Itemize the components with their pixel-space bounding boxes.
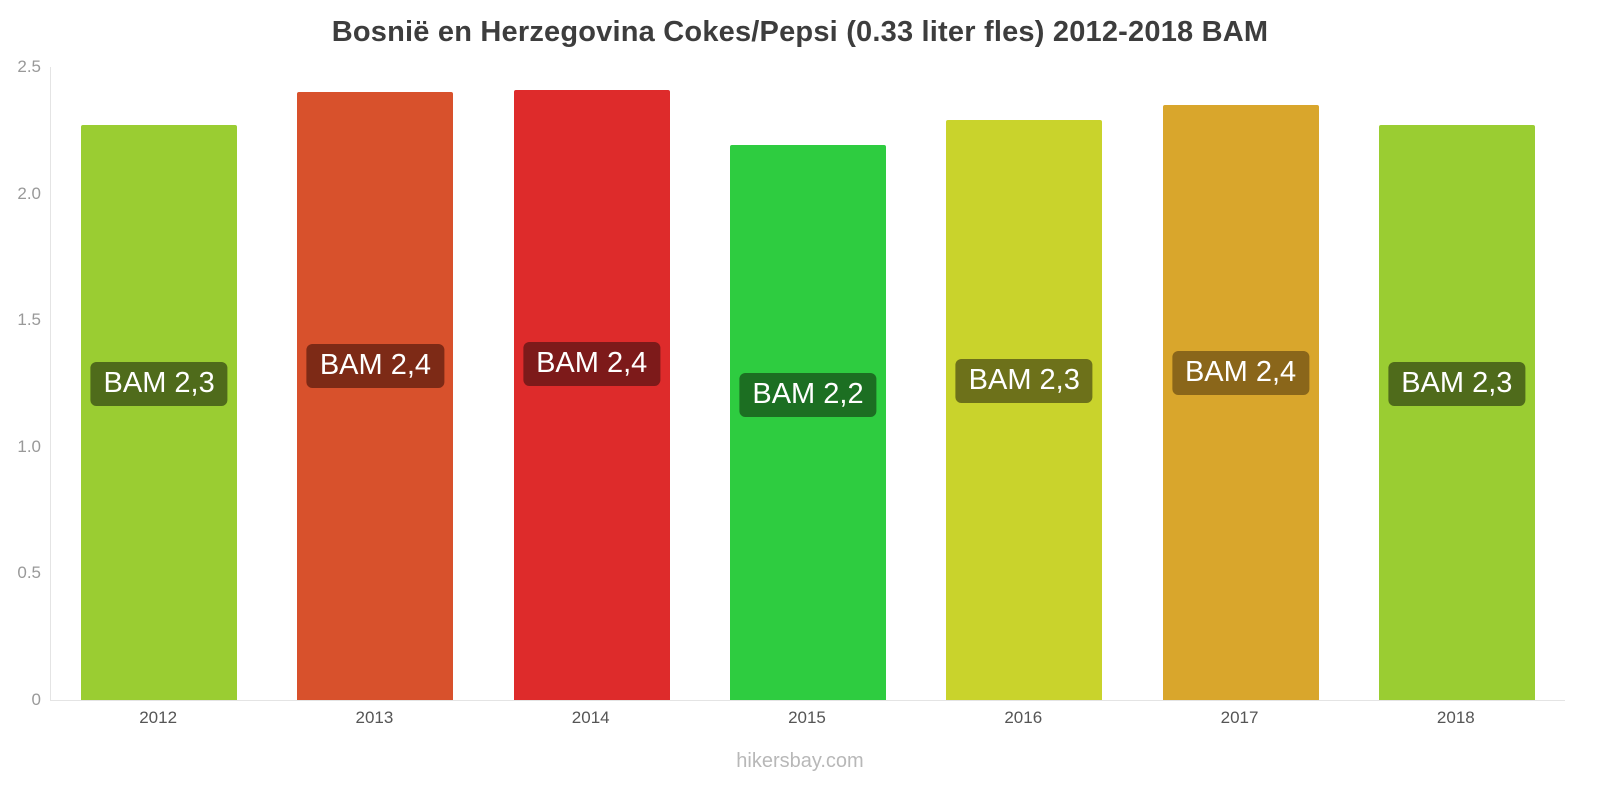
bar-2018: BAM 2,3 bbox=[1378, 125, 1535, 700]
bar-value-badge: BAM 2,4 bbox=[1171, 351, 1310, 395]
y-tick-label: 1.5 bbox=[17, 310, 41, 330]
bar-2012: BAM 2,3 bbox=[81, 125, 238, 700]
bar-slot: BAM 2,4 bbox=[1132, 67, 1348, 700]
x-tick-label-2018: 2018 bbox=[1436, 708, 1475, 727]
x-tick-label-2014: 2014 bbox=[571, 708, 610, 727]
y-tick-label: 0 bbox=[31, 690, 41, 709]
footer-watermark[interactable]: hikersbay.com bbox=[736, 750, 864, 772]
bar-value-badge: BAM 2,2 bbox=[739, 373, 877, 417]
y-tick-label: 1.0 bbox=[17, 436, 41, 456]
bar-slot: BAM 2,3 bbox=[1349, 67, 1565, 700]
bar-slot: BAM 2,3 bbox=[916, 67, 1132, 700]
bar-2017: BAM 2,4 bbox=[1162, 105, 1319, 700]
x-tick-label-2015: 2015 bbox=[788, 708, 826, 727]
chart-title: Bosnië en Herzegovina Cokes/Pepsi (0.33 … bbox=[331, 16, 1269, 48]
x-tick-label-2016: 2016 bbox=[1004, 708, 1043, 727]
bar-value-badge: BAM 2,3 bbox=[1388, 362, 1526, 406]
x-tick-label-2013: 2013 bbox=[355, 708, 394, 727]
bar-2013: BAM 2,4 bbox=[297, 92, 454, 700]
bar-value-badge: BAM 2,3 bbox=[90, 362, 228, 406]
y-tick-label: 0.5 bbox=[17, 563, 41, 583]
plot-area: BAM 2,3 BAM 2,4 BAM 2,4 BAM 2,2 BAM 2,3 BAM 2… bbox=[17, 57, 1565, 709]
y-tick-label: 2.0 bbox=[17, 183, 41, 203]
bar-slot: BAM 2,4 bbox=[267, 67, 483, 700]
x-axis-labels: 2012 2013 2014 2015 2016 2017 2018 bbox=[50, 708, 1564, 728]
x-tick-label-2012: 2012 bbox=[139, 708, 178, 727]
bars-container: BAM 2,3 BAM 2,4 BAM 2,4 BAM 2,2 BAM 2,3 BAM 2… bbox=[51, 67, 1565, 700]
bar-value-badge: BAM 2,4 bbox=[523, 342, 661, 386]
bar-value-badge: BAM 2,4 bbox=[306, 344, 445, 388]
bar-slot: BAM 2,2 bbox=[700, 67, 916, 700]
bar-slot: BAM 2,3 bbox=[51, 67, 267, 700]
bar-value-badge: BAM 2,3 bbox=[955, 359, 1093, 403]
bar-2014: BAM 2,4 bbox=[513, 90, 670, 700]
x-tick-label-2017: 2017 bbox=[1220, 708, 1259, 727]
y-tick-label: 2.5 bbox=[17, 57, 41, 76]
bar-2015: BAM 2,2 bbox=[729, 145, 886, 700]
bar-2016: BAM 2,3 bbox=[946, 120, 1103, 700]
bar-slot: BAM 2,4 bbox=[484, 67, 700, 700]
